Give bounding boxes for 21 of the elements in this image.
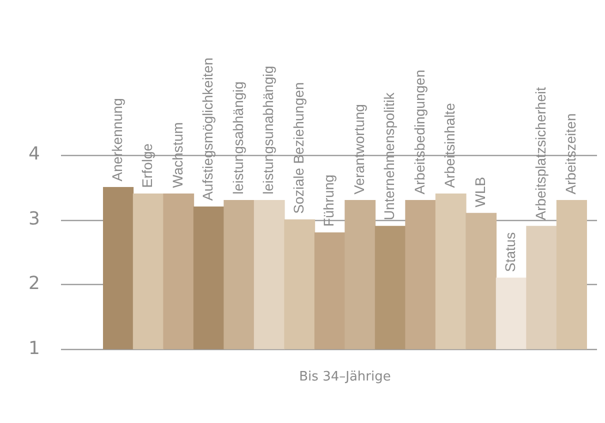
x-tick-label: Soziale Beziehungen — [290, 82, 306, 214]
x-tick-label: Arbeitsplatzsicherheit — [532, 87, 548, 220]
x-tick-label: Arbeitszeiten — [562, 113, 579, 194]
x-tick-label: leistungsunabhängig — [260, 66, 276, 194]
x-tick-label: Arbeitsbedingungen — [411, 70, 428, 194]
x-tick-label: WLB — [472, 176, 488, 208]
x-tick-label: Unternehmenspolitik — [381, 92, 398, 220]
x-tick-label: Arbeitsinhalte — [442, 102, 458, 188]
x-tick-label: Aufstiegsmöglichkeiten — [200, 58, 216, 201]
x-tick-label: Anerkennung — [108, 98, 125, 182]
x-tick-label: Führung — [320, 174, 337, 227]
y-tick-label: 3 — [28, 208, 40, 230]
y-tick-label: 1 — [28, 338, 40, 359]
x-tick-label: Erfolge — [139, 143, 156, 188]
x-tick-label: Verantwortung — [350, 104, 367, 194]
x-tick-label: Wachstum — [169, 122, 186, 188]
y-tick-label: 4 — [28, 144, 40, 165]
x-axis-title: Bis 34–Jährige — [299, 369, 391, 384]
y-tick-label: 2 — [28, 273, 40, 294]
x-tick-label: Status — [502, 232, 518, 272]
x-tick-label: leistungsabhängig — [230, 81, 246, 194]
